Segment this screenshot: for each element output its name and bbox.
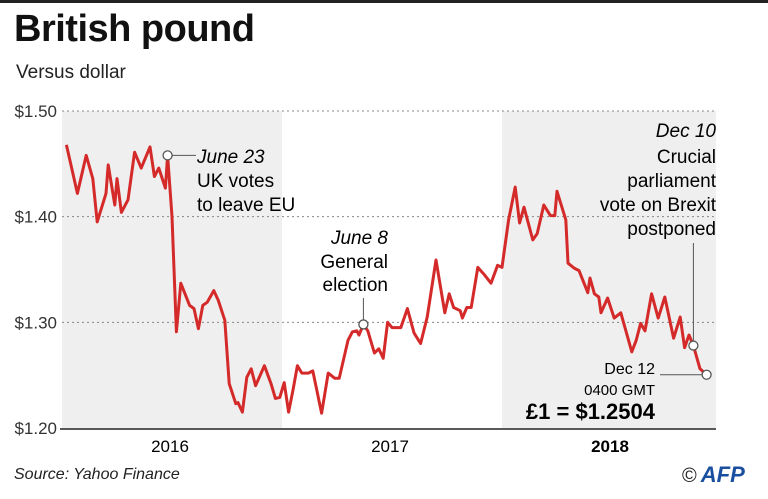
annotation-text: Crucial: [657, 147, 716, 168]
annotation-text: vote on Brexit: [600, 195, 717, 216]
top-rule: [0, 0, 768, 3]
annotation-date: June 8: [330, 228, 388, 249]
annotation-text: to leave EU: [197, 195, 295, 216]
series-line: [64, 144, 708, 415]
y-tick-label: $1.50: [14, 102, 57, 121]
chart-title: British pound: [14, 8, 255, 50]
vote-postponed-marker: [688, 340, 699, 351]
afp-logo: © AFP: [682, 462, 745, 488]
annotation-date: Dec 10: [656, 121, 717, 142]
copyright-symbol: ©: [682, 465, 697, 487]
general-election-marker: [358, 319, 369, 330]
latest-value-label: £1 = $1.2504: [526, 399, 656, 424]
annotation-date: Dec 12: [604, 361, 655, 378]
annotation-text: UK votes: [197, 171, 274, 192]
afp-logo-text: AFP: [700, 462, 745, 487]
x-tick-label: 2017: [371, 437, 409, 456]
annotation-text: 0400 GMT: [584, 382, 655, 399]
annotation-text: parliament: [627, 171, 716, 192]
annotation-text: election: [323, 275, 389, 296]
annotation-text: postponed: [627, 219, 716, 240]
x-tick-label: 2018: [591, 437, 629, 456]
y-tick-label: $1.30: [14, 313, 57, 332]
y-tick-label: $1.20: [14, 419, 57, 438]
brexit-vote-marker: [162, 150, 173, 161]
y-tick-label: $1.40: [14, 208, 57, 227]
x-tick-label: 2016: [151, 437, 189, 456]
chart-subtitle: Versus dollar: [16, 62, 126, 83]
source-note: Source: Yahoo Finance: [14, 466, 180, 483]
latest-value-marker: [701, 369, 712, 380]
year-band-2016: [62, 111, 282, 428]
annotation-text: General: [320, 252, 388, 273]
annotation-date: June 23: [196, 147, 265, 168]
